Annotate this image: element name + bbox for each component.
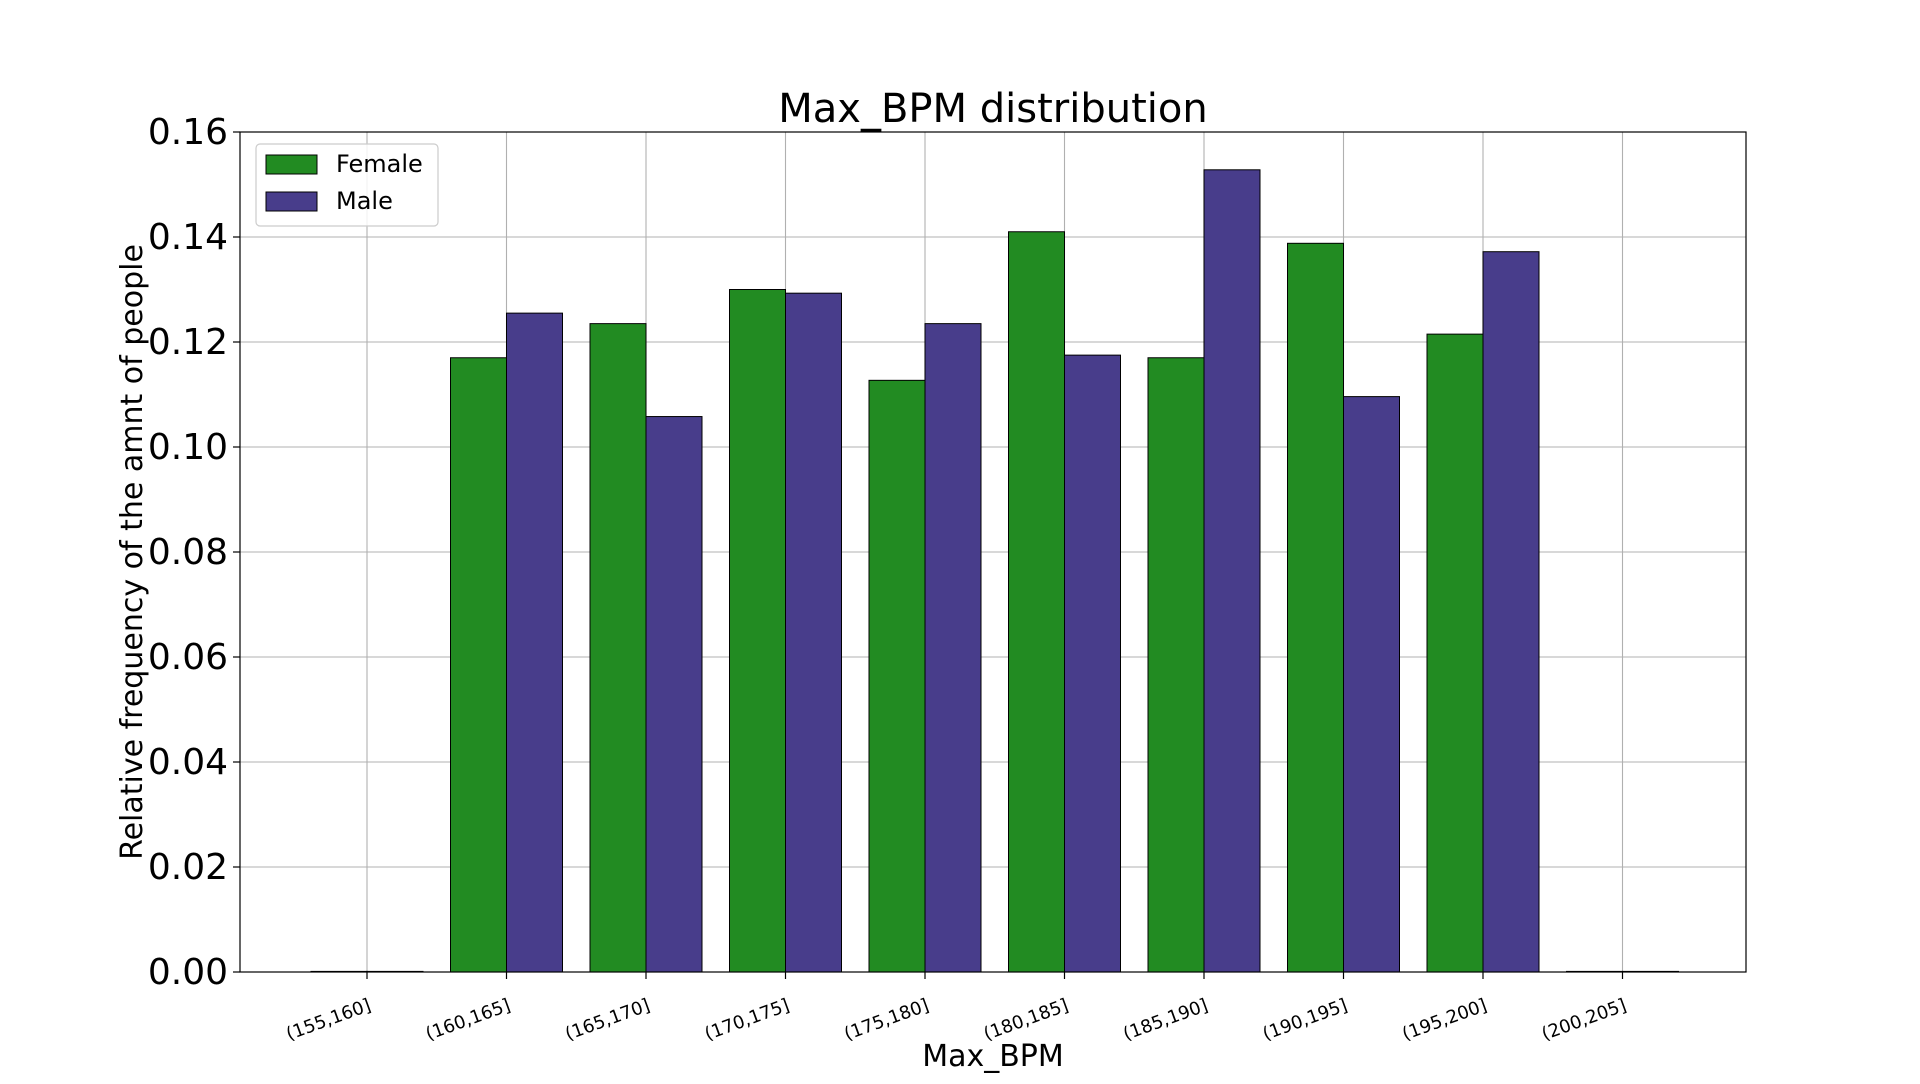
bars <box>310 169 1679 973</box>
bar-male <box>506 312 563 973</box>
bar-female <box>1008 231 1065 973</box>
y-tick-label: 0.08 <box>148 532 228 573</box>
y-tick-label: 0.10 <box>148 427 228 468</box>
bar-female <box>1287 242 1344 973</box>
y-axis-ticks: 0.00 0.02 0.04 0.06 0.08 0.10 0.12 0.14 0.16 <box>148 112 240 993</box>
bar-female <box>868 379 926 973</box>
x-tick-label: (200,205] <box>1539 995 1629 1045</box>
chart-title: Max_BPM distribution <box>778 86 1207 132</box>
x-tick-label: (180,185] <box>981 995 1071 1045</box>
y-tick-label: 0.04 <box>148 742 228 783</box>
y-tick-label: 0.06 <box>148 637 228 678</box>
bar-female <box>729 289 786 973</box>
y-tick-label: 0.02 <box>148 847 228 888</box>
bar-female <box>1147 357 1205 973</box>
legend-swatch-female <box>265 154 318 175</box>
x-axis-label: Max_BPM <box>922 1039 1064 1074</box>
y-tick-label: 0.14 <box>148 217 228 258</box>
x-tick-label: (185,190] <box>1120 995 1210 1045</box>
x-tick-label: (155,160] <box>283 995 373 1045</box>
legend-swatch-male <box>265 191 318 212</box>
y-tick-label: 0.16 <box>148 112 228 153</box>
bar-male <box>1343 396 1400 973</box>
bar-male <box>924 323 982 973</box>
x-tick-label: (190,195] <box>1260 995 1350 1045</box>
bar-male <box>1203 169 1261 973</box>
x-tick-label: (160,165] <box>423 995 513 1045</box>
x-tick-label: (170,175] <box>702 995 792 1045</box>
legend-label-male: Male <box>336 187 393 215</box>
x-tick-label: (195,200] <box>1399 995 1489 1045</box>
y-tick-label: 0.12 <box>148 322 228 363</box>
legend: Female Male <box>255 143 439 227</box>
x-tick-label: (175,180] <box>841 995 931 1045</box>
y-tick-label: 0.00 <box>148 952 228 993</box>
bar-male <box>1064 354 1121 973</box>
x-axis-ticks: (155,160] (160,165] (165,170] (170,175] (175… <box>283 972 1629 1045</box>
x-tick-label: (165,170] <box>562 995 652 1045</box>
bar-male <box>645 416 703 973</box>
bar-female <box>450 357 507 973</box>
y-axis-label: Relative frequency of the amnt of people <box>115 244 150 860</box>
bar-female <box>589 323 647 973</box>
bar-female <box>1426 333 1484 973</box>
bar-male <box>1482 251 1540 973</box>
bar-male <box>785 292 842 973</box>
legend-label-female: Female <box>336 150 423 178</box>
